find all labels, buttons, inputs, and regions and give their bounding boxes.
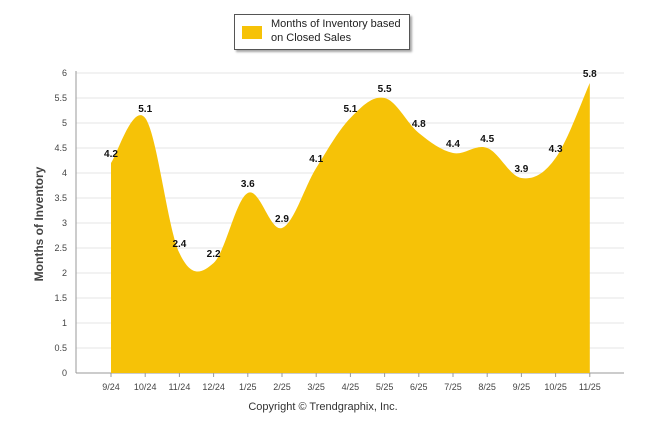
x-tick-label: 5/25: [376, 382, 394, 392]
data-label: 5.1: [343, 104, 357, 115]
area-series: [111, 83, 590, 373]
copyright-footer: Copyright © Trendgraphix, Inc.: [248, 401, 398, 413]
data-label: 4.1: [309, 154, 323, 165]
x-tick-label: 7/25: [444, 382, 462, 392]
data-label: 5.8: [583, 69, 597, 80]
x-tick-label: 10/24: [134, 382, 157, 392]
x-tick-label: 9/24: [102, 382, 120, 392]
data-label: 5.1: [138, 104, 152, 115]
y-tick-label: 6: [62, 68, 67, 78]
x-tick-label: 11/25: [579, 382, 601, 392]
data-label: 2.2: [207, 249, 221, 260]
x-tick-label: 9/25: [513, 382, 531, 392]
data-label: 3.9: [514, 164, 528, 175]
legend-swatch: [242, 26, 262, 39]
x-tick-label: 8/25: [478, 382, 496, 392]
data-label: 2.4: [172, 239, 186, 250]
y-tick-label: 4: [62, 168, 67, 178]
data-label: 4.5: [480, 134, 494, 145]
data-label: 5.5: [378, 84, 392, 95]
data-label: 4.8: [412, 119, 426, 130]
x-tick-label: 3/25: [307, 382, 325, 392]
y-tick-label: 2: [62, 268, 67, 278]
y-tick-label: 0.5: [54, 343, 67, 353]
y-tick-labels: 0 0.5 1 1.5 2 2.5 3 3.5 4 4.5 5 5.5 6: [54, 68, 67, 378]
y-tick-label: 3: [62, 218, 67, 228]
legend-label: Months of Inventory based on Closed Sale…: [271, 18, 401, 44]
y-tick-label: 5: [62, 118, 67, 128]
data-label: 2.9: [275, 214, 289, 225]
data-label: 4.2: [104, 149, 118, 160]
y-tick-label: 4.5: [54, 143, 67, 153]
data-labels: 4.2 5.1 2.4 2.2 3.6 2.9 4.1 5.1 5.5 4.8 4.4 4.5 3.9 4…: [104, 69, 597, 260]
data-label: 4.3: [549, 144, 563, 155]
data-label: 4.4: [446, 139, 460, 150]
legend[interactable]: Months of Inventory based on Closed Sale…: [234, 14, 410, 50]
x-tick-label: 2/25: [273, 382, 291, 392]
y-tick-label: 1: [62, 318, 67, 328]
y-tick-label: 0: [62, 368, 67, 378]
x-tick-label: 12/24: [202, 382, 225, 392]
x-tick-labels: 9/24 10/24 11/24 12/24 1/25 2/25 3/25 4/25 5/25 6…: [102, 382, 600, 392]
x-tick-label: 1/25: [239, 382, 257, 392]
y-tick-label: 1.5: [54, 293, 67, 303]
y-tick-label: 3.5: [54, 193, 67, 203]
y-tick-label: 5.5: [54, 93, 67, 103]
y-tick-label: 2.5: [54, 243, 67, 253]
x-tick-label: 10/25: [544, 382, 567, 392]
x-tick-label: 4/25: [342, 382, 360, 392]
x-tick-label: 6/25: [410, 382, 428, 392]
x-tick-label: 11/24: [168, 382, 190, 392]
y-axis-label: Months of Inventory: [32, 166, 46, 281]
data-label: 3.6: [241, 179, 255, 190]
